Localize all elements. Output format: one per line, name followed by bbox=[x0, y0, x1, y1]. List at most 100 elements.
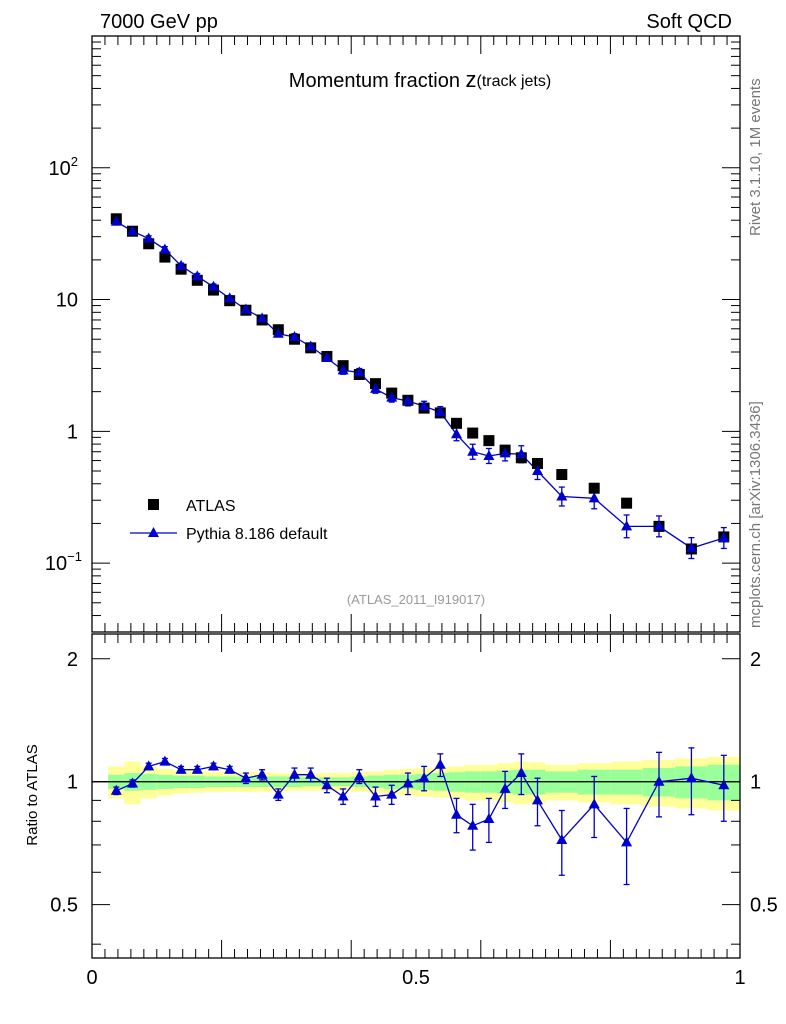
y-tick-label: 10 bbox=[56, 290, 78, 312]
ratio-point bbox=[653, 775, 665, 786]
ratio-point bbox=[353, 770, 365, 781]
atlas-point bbox=[588, 482, 600, 494]
pythia-point bbox=[483, 449, 495, 460]
ratio-point bbox=[588, 798, 600, 809]
ratio-point bbox=[451, 808, 462, 819]
pythia-point bbox=[515, 448, 527, 459]
pythia-point bbox=[556, 490, 568, 501]
ratio-point bbox=[321, 779, 333, 790]
ratio-point bbox=[434, 758, 446, 769]
ratio-point bbox=[621, 836, 633, 847]
ratio-point bbox=[532, 794, 543, 805]
x-tick-label: 1 bbox=[734, 967, 745, 989]
pythia-point bbox=[685, 542, 697, 553]
pythia-point bbox=[499, 447, 511, 458]
ratio-point bbox=[386, 788, 398, 799]
pythia-point bbox=[159, 243, 171, 254]
atlas-point bbox=[159, 251, 171, 263]
atlas-point bbox=[483, 435, 495, 447]
site-label: mcplots.cern.ch [arXiv:1306.3436] bbox=[747, 401, 764, 628]
x-tick-label: 0.5 bbox=[402, 967, 430, 989]
ratio-point bbox=[289, 768, 300, 779]
ratio-point bbox=[175, 763, 187, 774]
pythia-point bbox=[305, 340, 317, 351]
atlas-point bbox=[621, 497, 633, 509]
pythia-point bbox=[256, 312, 268, 323]
ratio-y-tick-label-right: 2 bbox=[750, 649, 761, 671]
ratio-point bbox=[515, 767, 527, 778]
ratio-point bbox=[191, 763, 203, 774]
y-tick-label: 102 bbox=[49, 154, 78, 180]
pythia-point bbox=[208, 280, 219, 291]
pythia-point bbox=[191, 270, 203, 281]
ratio-point bbox=[110, 784, 122, 795]
pythia-point bbox=[143, 232, 155, 243]
pythia-point bbox=[434, 406, 446, 417]
ratio-point bbox=[159, 755, 171, 766]
legend-pythia-marker bbox=[148, 527, 159, 537]
pythia-point bbox=[418, 400, 430, 411]
pythia-point bbox=[718, 532, 730, 543]
pythia-point bbox=[451, 428, 462, 439]
pythia-point bbox=[588, 492, 600, 503]
chart-title: Momentum fraction z(track jets) bbox=[289, 67, 551, 92]
pythia-point bbox=[224, 292, 236, 303]
energy-label: 7000 GeV pp bbox=[100, 11, 218, 33]
pythia-point bbox=[532, 464, 543, 475]
ratio-y-tick-label-right: 1 bbox=[750, 772, 761, 794]
pythia-point bbox=[175, 259, 187, 270]
ratio-point bbox=[224, 763, 236, 774]
ratio-y-tick-label-right: 0.5 bbox=[750, 895, 778, 917]
ratio-point bbox=[240, 772, 252, 783]
rivet-label: Rivet 3.1.10, 1M events bbox=[747, 78, 764, 236]
ratio-panel: 2 2 1 1 0.5 0.5 0 0.5 1 Ratio to ATLAS bbox=[24, 633, 778, 989]
legend: ATLAS Pythia 8.186 default bbox=[130, 498, 328, 543]
legend-pythia-label: Pythia 8.186 default bbox=[186, 526, 328, 543]
pythia-point bbox=[621, 520, 633, 531]
ratio-point bbox=[556, 833, 568, 844]
pythia-point bbox=[272, 327, 284, 338]
x-tick-label: 0 bbox=[86, 967, 97, 989]
main-panel: Momentum fraction z(track jets) (ATLAS_2… bbox=[45, 35, 741, 633]
pythia-point bbox=[337, 364, 349, 375]
ratio-ylabel: Ratio to ATLAS bbox=[24, 744, 41, 845]
ratio-point bbox=[402, 777, 414, 788]
pythia-point bbox=[653, 520, 665, 531]
ratio-y-tick-label: 1 bbox=[67, 772, 78, 794]
y-tick-label: 1 bbox=[67, 421, 78, 443]
ratio-point bbox=[256, 768, 268, 779]
y-tick-label: 10−1 bbox=[45, 549, 82, 575]
ratio-y-tick-label: 2 bbox=[67, 649, 78, 671]
pythia-point bbox=[289, 330, 300, 341]
analysis-label: (ATLAS_2011_I919017) bbox=[347, 592, 485, 607]
ratio-point bbox=[143, 760, 155, 771]
legend-atlas-marker bbox=[148, 499, 159, 510]
ratio-point bbox=[337, 790, 349, 801]
process-label: Soft QCD bbox=[646, 11, 732, 33]
ratio-point bbox=[305, 768, 317, 779]
atlas-point bbox=[467, 427, 479, 439]
pythia-point bbox=[127, 225, 138, 236]
atlas-point bbox=[532, 457, 543, 469]
ratio-point bbox=[467, 819, 479, 830]
ratio-point bbox=[685, 772, 697, 783]
ratio-point bbox=[127, 777, 138, 788]
ratio-y-tick-label: 0.5 bbox=[50, 895, 78, 917]
ratio-point bbox=[272, 788, 284, 799]
ratio-point bbox=[718, 779, 730, 790]
pythia-point bbox=[321, 352, 333, 363]
pythia-point bbox=[386, 391, 398, 402]
ratio-point bbox=[370, 790, 381, 801]
legend-atlas-label: ATLAS bbox=[186, 498, 236, 515]
atlas-point bbox=[143, 238, 155, 250]
ratio-point bbox=[499, 782, 511, 793]
atlas-point bbox=[451, 417, 462, 429]
pythia-point bbox=[110, 215, 122, 226]
pythia-point bbox=[370, 382, 381, 393]
pythia-point bbox=[467, 445, 479, 456]
pythia-point bbox=[240, 303, 252, 314]
ratio-point bbox=[418, 772, 430, 783]
pythia-point bbox=[353, 366, 365, 377]
ratio-point bbox=[483, 813, 495, 824]
